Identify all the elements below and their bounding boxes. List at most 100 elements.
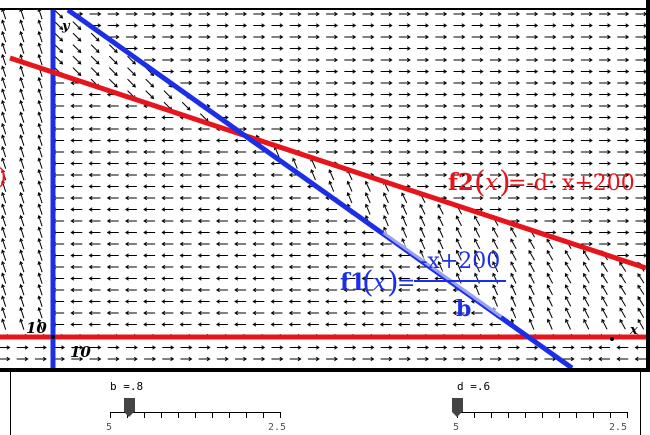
- field-arrow: [19, 65, 25, 77]
- field-arrow: [235, 23, 248, 28]
- field-arrow: [379, 264, 392, 270]
- field-arrow: [106, 103, 119, 109]
- field-arrow: [544, 138, 557, 143]
- field-arrow: [271, 356, 284, 362]
- slider-b[interactable]: b =.8 5 2.5: [106, 380, 286, 435]
- field-arrow: [362, 126, 375, 132]
- field-arrow: [326, 356, 339, 362]
- field-arrow: [19, 99, 25, 112]
- field-arrow: [580, 92, 593, 97]
- field-arrow: [510, 284, 517, 296]
- field-arrow: [562, 172, 575, 178]
- field-arrow: [599, 115, 612, 120]
- field-arrow: [453, 23, 466, 28]
- slider-b-thumb[interactable]: [124, 398, 135, 417]
- field-arrow: [215, 287, 228, 293]
- field-arrow: [470, 310, 483, 316]
- field-arrow: [197, 161, 210, 166]
- field-arrow: [398, 80, 411, 86]
- field-arrow: [198, 356, 211, 362]
- field-arrow: [216, 23, 229, 28]
- field-arrow: [124, 264, 137, 270]
- field-arrow: [508, 46, 521, 51]
- field-arrow: [252, 276, 265, 281]
- field-arrow: [127, 67, 136, 77]
- graph-canvas[interactable]: y x 10 10 ) f2 ( x ) =-d· x+200 f1 ( x )…: [0, 0, 650, 370]
- f1-expression-label[interactable]: f1 ( x ) = -x+200 b: [340, 249, 506, 322]
- field-arrow: [510, 261, 517, 273]
- field-arrow: [417, 172, 430, 178]
- field-arrow: [37, 306, 43, 319]
- field-arrow: [124, 299, 137, 304]
- field-arrow: [124, 241, 137, 247]
- field-arrow: [124, 287, 137, 293]
- field-arrow: [526, 80, 539, 86]
- field-arrow: [434, 299, 447, 304]
- field-arrow: [270, 184, 283, 189]
- field-arrow: [234, 276, 247, 281]
- field-arrow: [546, 249, 554, 261]
- field-arrow: [54, 9, 64, 19]
- field-arrow: [508, 115, 521, 120]
- f2-expression-label[interactable]: f2 ( x ) =-d· x+200: [448, 165, 635, 200]
- field-arrow: [162, 46, 175, 51]
- field-arrow: [599, 103, 612, 109]
- field-arrow: [88, 172, 101, 178]
- field-arrow: [617, 57, 630, 63]
- field-arrow: [234, 138, 247, 143]
- field-arrow: [253, 345, 266, 350]
- field-arrow: [253, 46, 266, 51]
- field-arrow: [270, 230, 283, 235]
- field-arrow: [198, 34, 211, 40]
- field-arrow: [106, 218, 119, 224]
- field-arrow: [435, 80, 448, 86]
- field-arrow: [144, 46, 157, 51]
- field-arrow: [383, 192, 389, 204]
- field-arrow: [583, 272, 590, 284]
- f2-graph-line[interactable]: [9, 55, 646, 271]
- slider-d-thumb[interactable]: [452, 398, 463, 417]
- graph-plot[interactable]: y x 10 10 ) f2 ( x ) =-d· x+200 f1 ( x )…: [0, 0, 650, 370]
- field-arrow: [526, 161, 539, 166]
- field-arrow: [326, 69, 339, 74]
- field-arrow: [619, 307, 626, 319]
- field-arrow: [37, 180, 43, 192]
- field-arrow: [270, 218, 283, 224]
- field-arrow: [326, 34, 339, 40]
- slider-d[interactable]: d =.6 5 2.5: [452, 380, 628, 435]
- field-arrow: [564, 261, 572, 273]
- field-arrow: [289, 11, 302, 17]
- field-arrow: [601, 295, 608, 307]
- field-arrow: [124, 184, 137, 189]
- field-arrow: [235, 345, 248, 350]
- field-arrow: [635, 253, 646, 258]
- field-arrow: [635, 218, 646, 224]
- field-arrow: [508, 11, 521, 17]
- f1-name: f1: [340, 269, 366, 296]
- field-arrow: [544, 34, 557, 40]
- field-arrow: [452, 299, 465, 304]
- field-arrow: [289, 69, 302, 74]
- field-arrow: [619, 295, 627, 307]
- field-arrow: [453, 138, 466, 143]
- field-arrow: [580, 172, 593, 178]
- field-arrow: [419, 203, 426, 215]
- field-arrow: [526, 356, 539, 362]
- field-arrow: [546, 284, 553, 296]
- field-arrow: [292, 157, 298, 169]
- field-arrow: [271, 115, 284, 120]
- field-arrow: [452, 322, 465, 327]
- slider-tick: [178, 412, 179, 418]
- field-arrow: [1, 7, 7, 20]
- slider-tick: [110, 412, 111, 418]
- field-arrow: [637, 295, 645, 307]
- field-arrow: [489, 57, 502, 63]
- field-arrow: [380, 172, 393, 178]
- field-arrow: [380, 92, 393, 97]
- field-arrow: [70, 149, 83, 155]
- field-arrow: [380, 356, 393, 362]
- field-arrow: [635, 230, 646, 235]
- field-arrow: [234, 218, 247, 224]
- field-arrow: [106, 149, 119, 155]
- field-arrow: [326, 11, 339, 17]
